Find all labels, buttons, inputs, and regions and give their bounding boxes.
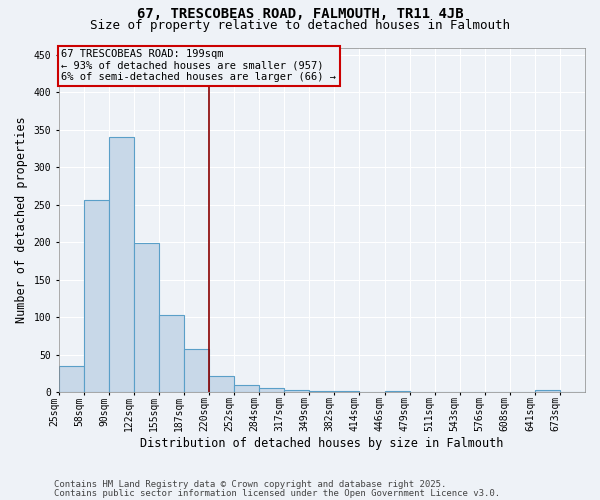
Bar bbox=[184, 350, 209, 392]
Bar bbox=[310, 390, 334, 392]
Text: Size of property relative to detached houses in Falmouth: Size of property relative to detached ho… bbox=[90, 19, 510, 32]
Bar bbox=[134, 243, 159, 392]
Y-axis label: Number of detached properties: Number of detached properties bbox=[15, 116, 28, 323]
Bar bbox=[284, 390, 310, 392]
Bar bbox=[159, 315, 184, 392]
Text: 67, TRESCOBEAS ROAD, FALMOUTH, TR11 4JB: 67, TRESCOBEAS ROAD, FALMOUTH, TR11 4JB bbox=[137, 8, 463, 22]
Bar bbox=[259, 388, 284, 392]
X-axis label: Distribution of detached houses by size in Falmouth: Distribution of detached houses by size … bbox=[140, 437, 503, 450]
Text: Contains public sector information licensed under the Open Government Licence v3: Contains public sector information licen… bbox=[54, 488, 500, 498]
Bar bbox=[109, 136, 134, 392]
Bar bbox=[59, 366, 84, 392]
Text: 67 TRESCOBEAS ROAD: 199sqm
← 93% of detached houses are smaller (957)
6% of semi: 67 TRESCOBEAS ROAD: 199sqm ← 93% of deta… bbox=[61, 49, 337, 82]
Bar bbox=[535, 390, 560, 392]
Bar bbox=[209, 376, 234, 392]
Bar bbox=[385, 390, 410, 392]
Text: Contains HM Land Registry data © Crown copyright and database right 2025.: Contains HM Land Registry data © Crown c… bbox=[54, 480, 446, 489]
Bar bbox=[234, 384, 259, 392]
Bar bbox=[84, 200, 109, 392]
